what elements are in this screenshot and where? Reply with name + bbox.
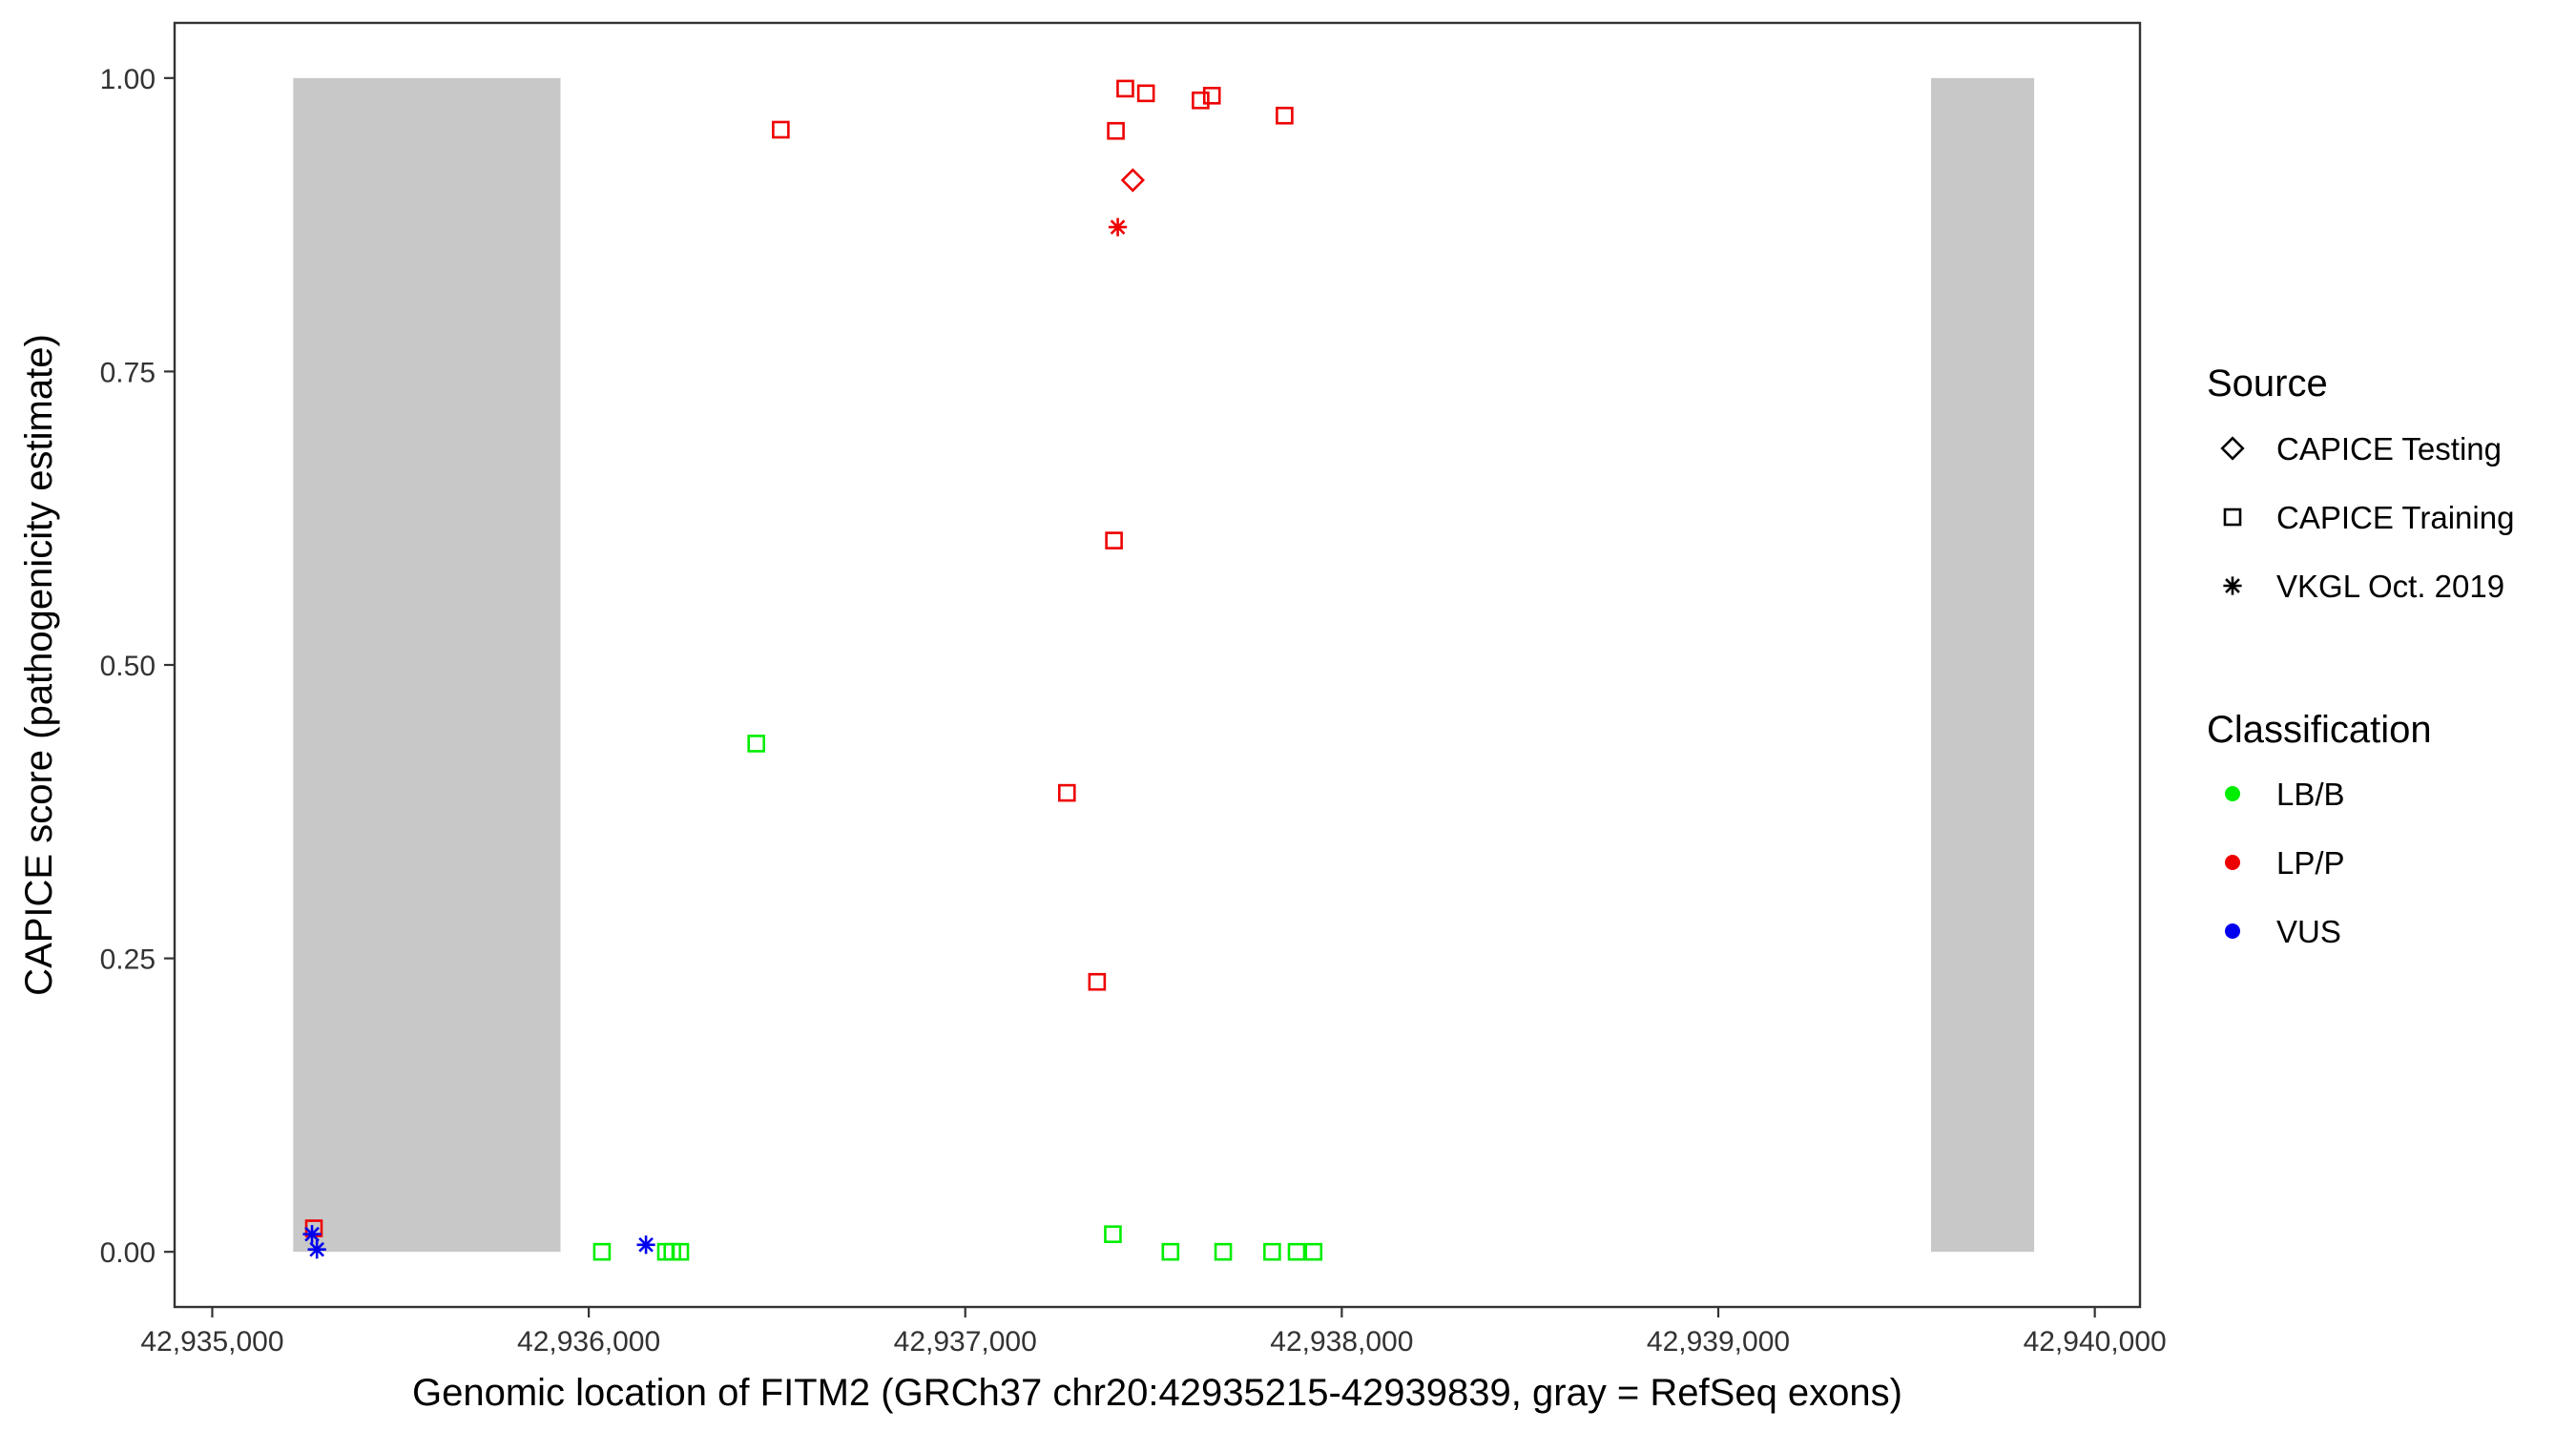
x-axis: 42,935,000 42,936,000 42,937,000 42,938,000… [140, 1307, 2167, 1358]
x-tick-label: 42,935,000 [140, 1326, 283, 1358]
x-tick-label: 42,939,000 [1647, 1326, 1790, 1358]
data-point-square [1304, 1242, 1323, 1261]
data-point-square [772, 120, 790, 139]
legend-color-dot-icon [2225, 786, 2240, 801]
legend-classification-title: Classification [2207, 709, 2432, 751]
data-point-square [1192, 91, 1210, 110]
legend-source: Source CAPICE Testing CAPICE Training VKGL… [2207, 363, 2514, 604]
data-point-asterisk [307, 1240, 326, 1259]
legend-classification-label: LP/P [2276, 845, 2345, 881]
legend-source-label: CAPICE Training [2276, 500, 2514, 535]
exon-layer [293, 77, 2035, 1253]
point-layer [302, 79, 1323, 1261]
data-point-square [1287, 1242, 1306, 1261]
data-point-square [1263, 1242, 1281, 1261]
data-point-square [671, 1242, 690, 1261]
legend-classification-label: VUS [2276, 914, 2341, 949]
legend-asterisk-icon [2223, 576, 2242, 595]
data-point-square [1116, 79, 1134, 98]
data-point-square [747, 735, 766, 753]
x-tick-label: 42,938,000 [1270, 1326, 1413, 1358]
x-tick-label: 42,936,000 [517, 1326, 660, 1358]
legend-classification: Classification LB/B LP/P VUS [2207, 709, 2432, 949]
data-point-asterisk [636, 1235, 655, 1255]
data-point-square [1161, 1242, 1180, 1261]
x-axis-title: Genomic location of FITM2 (GRCh37 chr20:… [412, 1372, 1902, 1414]
exon-region-2 [1930, 77, 2035, 1253]
data-point-square [1214, 1242, 1233, 1261]
y-tick-label: 0.00 [100, 1237, 156, 1269]
legend-source-label: CAPICE Testing [2276, 431, 2502, 467]
data-point-square [1136, 84, 1155, 103]
data-point-diamond [1120, 168, 1145, 193]
data-point-asterisk [1108, 218, 1128, 237]
data-point-square [592, 1242, 612, 1261]
y-axis-title: CAPICE score (pathogenicity estimate) [18, 334, 60, 996]
x-tick-label: 42,940,000 [2024, 1326, 2167, 1358]
y-tick-label: 0.50 [100, 651, 156, 682]
data-point-square [1105, 531, 1123, 550]
y-tick-label: 1.00 [100, 64, 156, 95]
data-point-square [1088, 972, 1107, 991]
data-point-square [1202, 86, 1221, 105]
legend-source-title: Source [2207, 363, 2328, 404]
data-point-square [1107, 121, 1125, 140]
data-point-square [1104, 1225, 1122, 1244]
legend-source-label: VKGL Oct. 2019 [2276, 569, 2504, 604]
x-tick-label: 42,937,000 [894, 1326, 1037, 1358]
legend-square-icon [2223, 508, 2242, 527]
exon-region-1 [293, 77, 561, 1253]
legend-classification-label: LB/B [2276, 777, 2345, 812]
y-tick-label: 0.25 [100, 944, 156, 976]
legend-diamond-icon [2220, 436, 2245, 461]
y-axis: 0.00 0.25 0.50 0.75 1.00 [100, 64, 175, 1269]
data-point-square [1276, 106, 1294, 125]
data-point-asterisk [302, 1225, 322, 1244]
y-tick-label: 0.75 [100, 357, 156, 388]
data-point-square [1057, 783, 1076, 802]
legend-color-dot-icon [2225, 923, 2240, 939]
legend-color-dot-icon [2225, 855, 2240, 870]
